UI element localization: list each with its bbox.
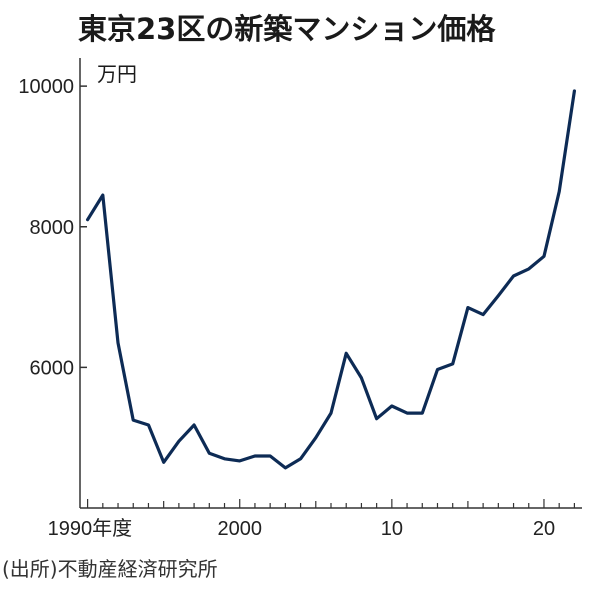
y-tick-label: 6000	[30, 357, 75, 379]
x-tick-label: 20	[533, 518, 555, 540]
ticks: 6000 8000 10000 1990年度 2000 10 20	[18, 76, 575, 540]
source-note: (出所)不動産経済研究所	[2, 557, 218, 581]
x-tick-label: 2000	[217, 518, 262, 540]
chart-title: 東京23区の新築マンション価格	[78, 12, 496, 46]
y-axis-unit-label: 万円	[97, 62, 137, 86]
x-tick-label: 1990年度	[48, 517, 133, 540]
y-tick-label: 10000	[18, 76, 74, 98]
line-chart: 6000 8000 10000 1990年度 2000 10 20	[18, 58, 582, 540]
y-tick-label: 8000	[30, 217, 75, 239]
series-layer	[85, 89, 577, 470]
price-series-line	[85, 89, 577, 470]
x-tick-label: 10	[381, 518, 403, 540]
